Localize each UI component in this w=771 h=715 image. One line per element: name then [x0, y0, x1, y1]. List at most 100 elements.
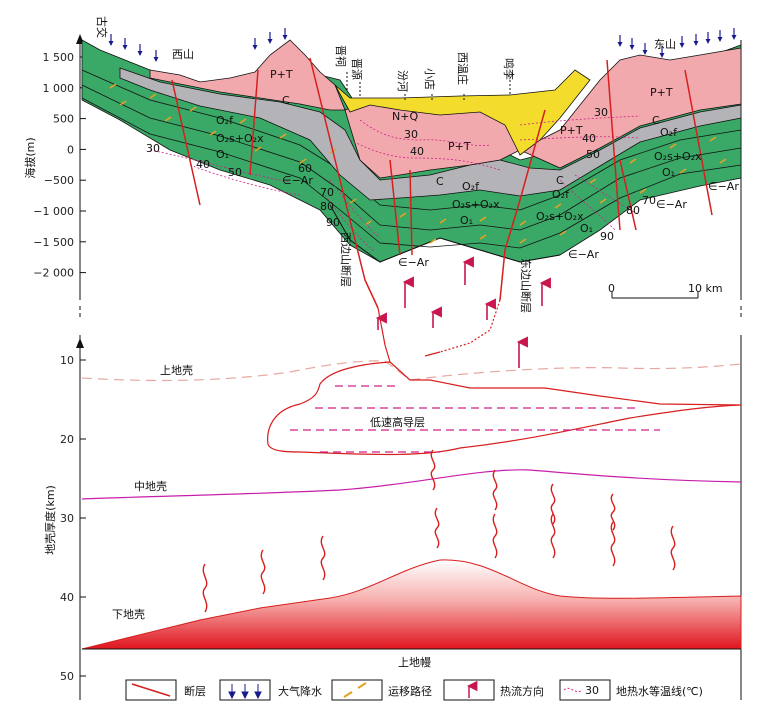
precip-arrow-head [717, 37, 723, 42]
precip-arrow-head [137, 51, 143, 56]
precip-arrow-head [153, 57, 159, 62]
legend-migration-swatch [343, 682, 367, 698]
label-o2s-left: O₂s+O₂x [216, 132, 264, 145]
heat-waves [202, 449, 676, 613]
fault-line [684, 69, 713, 216]
heat-wave [550, 483, 556, 525]
label-o1-right2: O₁ [662, 166, 675, 179]
precip-arrow-head [267, 39, 273, 44]
label-c-center: C [436, 175, 444, 188]
iso-label: 80 [626, 204, 640, 217]
mantle-upwelling [81, 559, 742, 650]
migration-dash [239, 118, 247, 124]
heat-wave [610, 493, 616, 531]
upper-crust-boundary [81, 360, 742, 382]
precip-arrow-head [617, 42, 623, 47]
label-pt-center: P+T [448, 140, 471, 153]
iso-label: 30 [404, 128, 418, 141]
place-dongshan: 东山 [654, 38, 676, 51]
label-pt-right1: P+T [560, 124, 583, 137]
fault-line [171, 79, 201, 206]
heat-wave [430, 449, 436, 491]
heat-flow-arrows [375, 256, 551, 368]
label-upper-crust: 上地壳 [160, 363, 193, 377]
label-ear-right1: ∈−Ar [568, 248, 599, 261]
heat-wave [550, 513, 556, 559]
precipitation-arrows [108, 28, 737, 62]
label-ear-left: ∈−Ar [282, 174, 313, 187]
stratum-labels: P+T N+Q P+T P+T P+T C C C C O₂f O₂f O₂f … [216, 68, 739, 269]
heat-wave [202, 563, 208, 613]
conduit-west [377, 307, 391, 363]
migration-dash [399, 212, 407, 218]
migration-dash [719, 158, 727, 164]
precip-arrow-head [731, 35, 737, 40]
precip-arrow-head [679, 43, 685, 48]
migration-dash [209, 130, 217, 136]
legend-isotherm-swatch [563, 687, 583, 693]
fault-line [619, 159, 637, 231]
fault-label-west: 西边山断层 [339, 232, 353, 287]
label-lvz: 低速高导层 [370, 415, 425, 429]
lvz-dashes [290, 385, 660, 453]
precip-arrow-head [629, 45, 635, 50]
migration-dash [189, 106, 197, 112]
label-middle-crust: 中地壳 [134, 479, 167, 493]
upper-axis-tick-label: −500 [44, 174, 74, 187]
migration-dash [599, 198, 607, 204]
fault-line [309, 57, 379, 309]
precip-arrow-head [659, 53, 665, 58]
legend-precip-swatch [228, 684, 262, 700]
precip-arrow-head [252, 45, 258, 50]
migration-dash [629, 158, 637, 164]
migration-dash [479, 234, 487, 240]
migration-dash [149, 93, 157, 99]
upper-axis-tick-label: 0 [67, 143, 74, 156]
upper-axis: 1 500 1 000 500 0 −500 −1 000 −1 500 −2 000 海拔(… [23, 34, 86, 318]
fault-label-east: 东边山断层 [519, 258, 533, 313]
fault-line [409, 169, 413, 256]
precip-arrow-head [122, 45, 128, 50]
migration-dash [479, 216, 487, 222]
migration-dash [279, 133, 287, 139]
label-ear-right2: ∈−Ar [656, 198, 687, 211]
label-nq: N+Q [392, 110, 418, 123]
scale-zero: 0 [608, 282, 615, 295]
lower-axis-title: 地壳厚度(km) [43, 485, 57, 555]
label-o2s-center: O₂s+O₂x [452, 198, 500, 211]
legend: 断层 大气降水 运移路径 热流方向 30 地热水等温线(℃) [125, 679, 703, 701]
permian-left [149, 39, 346, 111]
label-ear-center: ∈−Ar [398, 256, 429, 269]
conduit-east [439, 299, 501, 353]
migration-dash [519, 238, 527, 244]
iso-label: 90 [600, 230, 614, 243]
migration-dash [109, 83, 117, 89]
iso-label: 30 [594, 106, 608, 119]
label-c-right1: C [556, 174, 564, 187]
migration-dash [554, 203, 562, 209]
isotherm-lines [149, 115, 641, 253]
place-mingli: 鸣李 [502, 58, 516, 80]
heat-wave [670, 525, 676, 571]
label-lower-crust: 下地壳 [112, 607, 145, 621]
label-o1-center: O₁ [460, 214, 473, 227]
place-xiwenzhuang: 西温庄 [456, 52, 470, 85]
label-o2f-right2: O₂f [660, 126, 678, 139]
legend-precip: 大气降水 [278, 684, 322, 698]
lower-axis: 10 20 30 40 50 地壳厚度(km) [43, 335, 86, 700]
conduit-east-tail [424, 351, 441, 357]
legend-iso-sample: 30 [585, 684, 599, 697]
label-mantle: 上地幔 [398, 656, 431, 669]
label-c-right2: C [652, 114, 660, 127]
iso-label: 40 [410, 145, 424, 158]
legend-isotherm: 地热水等温线(℃) [616, 684, 703, 698]
label-o2f-right1: O₂f [552, 188, 570, 201]
lower-axis-tick-label: 40 [60, 591, 74, 604]
place-fenhe: 汾河 [396, 70, 409, 92]
label-o2f-center: O₂f [462, 180, 480, 193]
fault-line [606, 59, 621, 231]
middle-crust-boundary [81, 469, 742, 500]
upper-axis-tick-label: −2 000 [33, 267, 74, 280]
place-labels: 古交 西山 晋祠 晋源 汾河 小店 西温庄 鸣李 东山 [95, 16, 676, 102]
